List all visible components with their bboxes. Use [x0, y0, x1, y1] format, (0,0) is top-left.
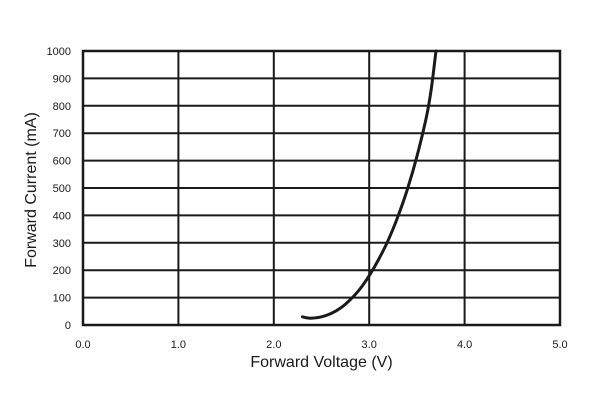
y-tick-label: 800 [53, 101, 71, 113]
y-tick-label: 0 [65, 320, 71, 332]
y-tick-label: 500 [53, 183, 71, 195]
y-tick-label: 100 [53, 293, 71, 305]
y-tick-label: 1000 [47, 46, 71, 58]
y-tick-label: 600 [53, 156, 71, 168]
y-tick-label: 300 [53, 238, 71, 250]
x-axis-tick-labels: 0.0 1.0 2.0 3.0 4.0 5.0 [75, 339, 567, 351]
y-tick-label: 700 [53, 128, 71, 140]
y-axis-title: Forward Current (mA) [23, 112, 40, 268]
y-tick-label: 900 [53, 73, 71, 85]
x-axis-title: Forward Voltage (V) [250, 354, 392, 371]
x-tick-label: 3.0 [362, 339, 377, 351]
grid-lines [82, 50, 561, 326]
y-tick-label: 400 [53, 210, 71, 222]
y-tick-label: 200 [53, 265, 71, 277]
x-tick-label: 0.0 [75, 339, 90, 351]
iv-curve-line [300, 49, 438, 320]
y-axis-tick-labels: 0 100 200 300 400 500 600 700 800 900 1000 [47, 46, 71, 332]
x-tick-label: 2.0 [266, 339, 281, 351]
x-tick-label: 4.0 [457, 339, 472, 351]
x-tick-label: 1.0 [171, 339, 186, 351]
series-layer [300, 49, 438, 320]
x-tick-label: 5.0 [552, 339, 567, 351]
plot-area-frame [81, 49, 562, 327]
